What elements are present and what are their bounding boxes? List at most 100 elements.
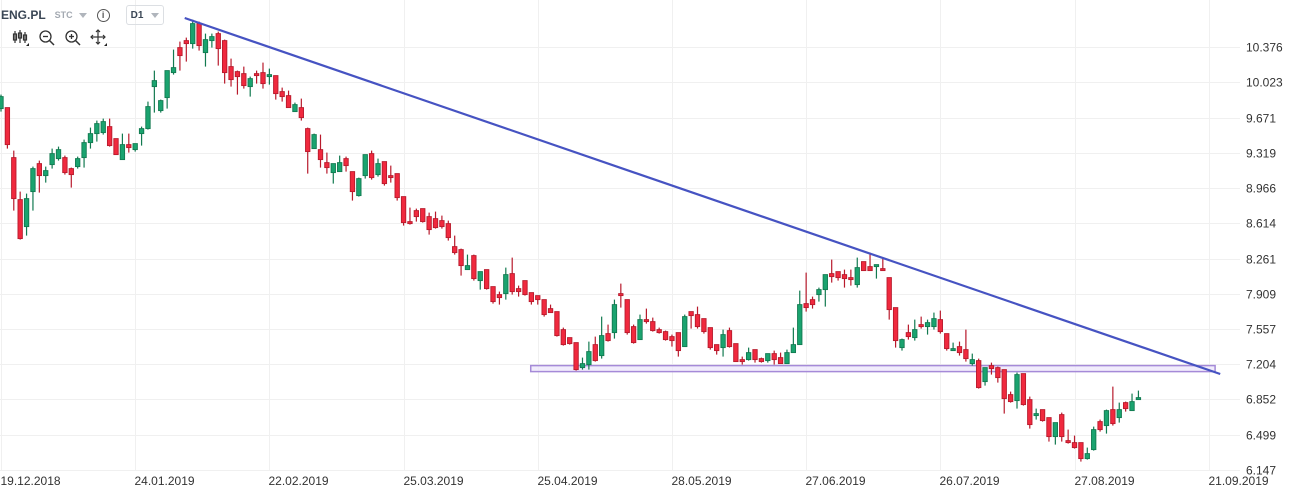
- candle-body: [784, 352, 790, 365]
- candle-up: [1091, 426, 1097, 451]
- candle-down: [241, 66, 247, 89]
- timeframe-dropdown[interactable]: D1: [125, 5, 164, 25]
- candle-body: [87, 133, 94, 144]
- exchange-dropdown-caret-icon[interactable]: [78, 12, 87, 18]
- candle-body: [1091, 429, 1097, 451]
- date-tick-label: 27.06.2019: [806, 474, 866, 488]
- date-axis[interactable]: 19.12.2018 24.01.2019 22.02.2019 25.03.2019…: [1, 474, 1269, 488]
- candle-up: [247, 76, 253, 97]
- date-tick-label: 26.07.2019: [940, 474, 1000, 488]
- candle-body: [36, 163, 42, 177]
- candle-up: [375, 158, 381, 177]
- candle-down: [509, 257, 515, 295]
- candle-down: [643, 308, 650, 324]
- candle-up: [119, 133, 126, 161]
- candle-body: [292, 104, 298, 113]
- candle-up: [0, 94, 4, 112]
- exchange-label[interactable]: STC: [54, 10, 73, 20]
- candle-up: [145, 101, 151, 130]
- candle-down: [861, 261, 867, 272]
- candles-type-icon[interactable]: [12, 29, 30, 47]
- candle-up: [164, 70, 170, 109]
- candle-body: [388, 175, 394, 179]
- candle-body: [1084, 453, 1090, 460]
- support-zone-rect[interactable]: [529, 364, 1216, 373]
- candle-down: [592, 336, 598, 362]
- candle-down: [368, 150, 375, 180]
- candle-body: [765, 353, 771, 362]
- symbol-label[interactable]: ENG.PL: [1, 8, 46, 22]
- candle-up: [330, 163, 336, 184]
- candle-down: [656, 327, 662, 334]
- candle-down: [662, 330, 669, 341]
- zoom-out-icon[interactable]: [38, 29, 56, 47]
- candle-body: [343, 158, 349, 167]
- candle-body: [918, 324, 924, 328]
- candle-body: [100, 121, 106, 134]
- grid: [0, 0, 1240, 471]
- candle-body: [816, 289, 822, 296]
- candle-body: [158, 100, 164, 112]
- candle-down: [1027, 396, 1033, 429]
- candle-body: [298, 107, 304, 119]
- timeframe-value: D1: [130, 9, 144, 21]
- candle-body: [541, 299, 547, 316]
- candle-body: [995, 367, 1001, 379]
- candle-body: [164, 70, 170, 99]
- candle-up: [337, 155, 343, 173]
- candle-body: [11, 157, 17, 200]
- candle-down: [126, 133, 132, 153]
- candle-down: [483, 269, 490, 290]
- candle-up: [982, 367, 988, 386]
- candle-body: [931, 318, 937, 328]
- candle-up: [292, 102, 298, 113]
- candle-body: [483, 269, 490, 290]
- candle-body: [950, 348, 956, 352]
- candle-body: [835, 271, 841, 279]
- support-zone[interactable]: [529, 364, 1216, 373]
- pan-move-icon[interactable]: [90, 29, 108, 47]
- price-tick-label: 9.319: [1246, 147, 1276, 161]
- candle-down: [279, 87, 285, 102]
- candle-up: [132, 143, 138, 152]
- candle-body: [490, 286, 496, 303]
- candle-down: [36, 160, 42, 193]
- candle-down: [305, 127, 311, 174]
- candle-body: [1110, 409, 1116, 425]
- candle-body: [1059, 414, 1065, 438]
- price-tick-label: 7.909: [1246, 288, 1276, 302]
- price-tick-label: 6.499: [1246, 429, 1276, 443]
- candle-body: [976, 360, 982, 389]
- date-tick-label: 25.03.2019: [404, 474, 464, 488]
- candle-body: [209, 36, 215, 42]
- candle-down: [1065, 429, 1071, 444]
- candle-down: [432, 211, 439, 229]
- candle-down: [113, 138, 119, 156]
- candle-body: [503, 274, 509, 295]
- candle-up: [912, 319, 918, 341]
- price-tick-label: 10.023: [1246, 76, 1283, 90]
- candle-body: [803, 303, 809, 309]
- candle-body: [432, 218, 439, 229]
- candle-body: [618, 293, 624, 297]
- candle-body: [797, 304, 803, 346]
- candle-body: [30, 168, 36, 193]
- candle-body: [471, 255, 477, 280]
- candle-down: [541, 299, 547, 317]
- trendline-line[interactable]: [184, 16, 1221, 376]
- candle-up: [1129, 393, 1135, 412]
- trendline[interactable]: [184, 16, 1221, 376]
- candle-up: [87, 127, 94, 149]
- candle-down: [669, 334, 675, 347]
- candle-body: [196, 23, 202, 47]
- zoom-in-icon[interactable]: [64, 29, 82, 47]
- candle-body: [317, 149, 324, 161]
- info-icon[interactable]: i: [96, 8, 110, 22]
- candle-body: [368, 153, 375, 179]
- price-axis[interactable]: 10.376 10.023 9.671 9.319 8.966 8.614 8.261 7.9…: [1246, 41, 1283, 478]
- candle-body: [445, 223, 451, 239]
- candle-down: [1007, 391, 1014, 403]
- candle-up: [49, 148, 55, 169]
- price-tick-label: 9.671: [1246, 112, 1276, 126]
